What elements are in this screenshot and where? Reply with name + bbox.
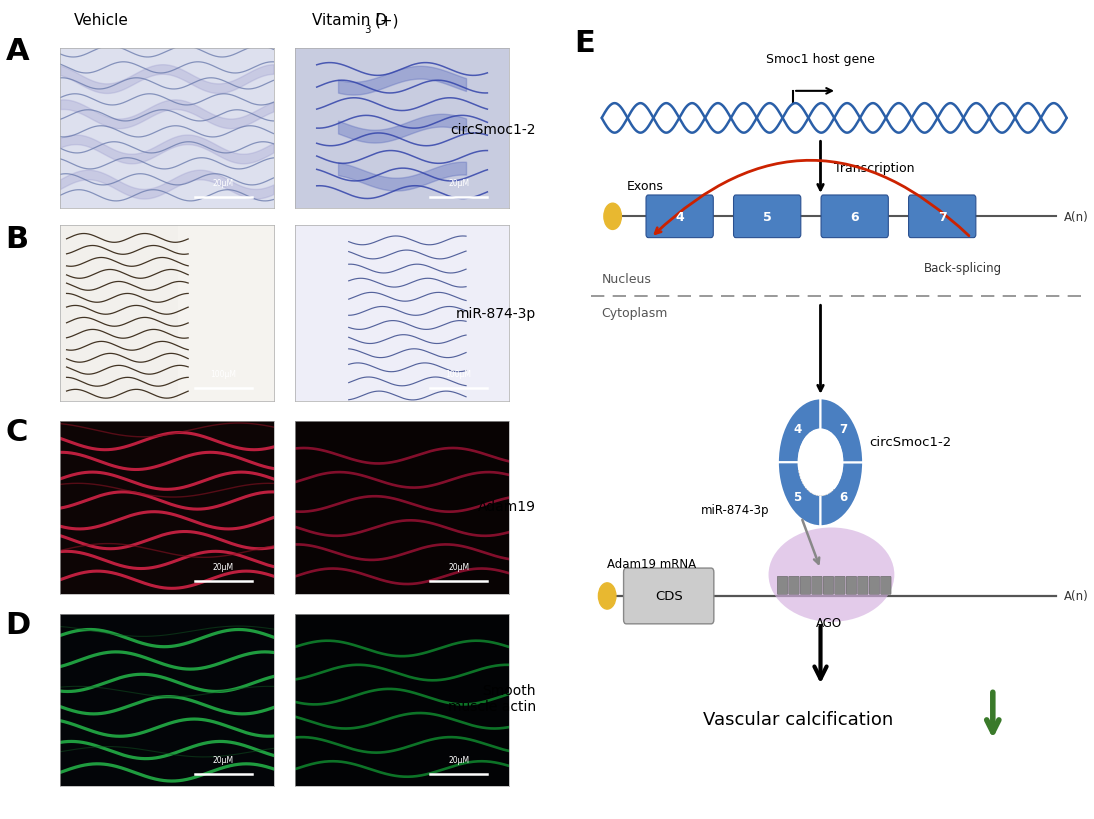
Text: Smoc1 host gene: Smoc1 host gene bbox=[766, 52, 875, 66]
Text: 4: 4 bbox=[793, 422, 802, 435]
Text: 20μM: 20μM bbox=[213, 179, 234, 188]
Text: 3: 3 bbox=[363, 25, 371, 35]
Text: E: E bbox=[574, 29, 595, 57]
Text: Adam19: Adam19 bbox=[478, 499, 536, 514]
Text: (+): (+) bbox=[374, 13, 399, 28]
Ellipse shape bbox=[769, 527, 895, 622]
Text: 7: 7 bbox=[839, 422, 848, 435]
Wedge shape bbox=[778, 399, 820, 463]
Text: 7: 7 bbox=[938, 210, 946, 224]
Text: 20μM: 20μM bbox=[213, 755, 234, 764]
Text: 100μM: 100μM bbox=[210, 369, 236, 378]
Circle shape bbox=[604, 204, 621, 230]
FancyBboxPatch shape bbox=[645, 196, 713, 238]
FancyBboxPatch shape bbox=[869, 577, 880, 595]
FancyBboxPatch shape bbox=[835, 577, 845, 595]
Text: 100μM: 100μM bbox=[445, 369, 472, 378]
FancyBboxPatch shape bbox=[800, 577, 811, 595]
Text: 5: 5 bbox=[763, 210, 771, 224]
Text: circSmoc1-2: circSmoc1-2 bbox=[870, 436, 952, 449]
Text: 5: 5 bbox=[793, 491, 802, 504]
Circle shape bbox=[598, 583, 616, 609]
Wedge shape bbox=[820, 463, 863, 527]
Text: miR-874-3p: miR-874-3p bbox=[701, 504, 770, 517]
FancyBboxPatch shape bbox=[733, 196, 801, 238]
Text: Vitamin D: Vitamin D bbox=[312, 13, 387, 28]
FancyBboxPatch shape bbox=[881, 577, 892, 595]
Text: A(n): A(n) bbox=[1063, 590, 1089, 603]
FancyBboxPatch shape bbox=[812, 577, 823, 595]
FancyBboxPatch shape bbox=[847, 577, 857, 595]
Text: Back-splicing: Back-splicing bbox=[923, 262, 1002, 275]
Wedge shape bbox=[778, 463, 820, 527]
Text: A(n): A(n) bbox=[1063, 210, 1089, 224]
FancyBboxPatch shape bbox=[858, 577, 869, 595]
Text: Vehicle: Vehicle bbox=[73, 13, 129, 28]
Text: Adam19 mRNA: Adam19 mRNA bbox=[607, 557, 696, 570]
Text: C: C bbox=[5, 418, 27, 446]
Text: Cytoplasm: Cytoplasm bbox=[602, 307, 668, 320]
Wedge shape bbox=[820, 399, 863, 463]
FancyBboxPatch shape bbox=[777, 577, 788, 595]
Text: Transcription: Transcription bbox=[834, 161, 915, 174]
FancyBboxPatch shape bbox=[824, 577, 834, 595]
Text: Vascular calcification: Vascular calcification bbox=[703, 710, 894, 728]
FancyBboxPatch shape bbox=[624, 568, 714, 624]
Text: 6: 6 bbox=[850, 210, 859, 224]
Text: 20μM: 20μM bbox=[449, 563, 469, 572]
Text: B: B bbox=[5, 225, 28, 254]
Text: D: D bbox=[5, 610, 31, 639]
Text: circSmoc1-2: circSmoc1-2 bbox=[451, 122, 536, 137]
Text: 20μM: 20μM bbox=[449, 179, 469, 188]
Text: Exons: Exons bbox=[626, 179, 663, 192]
Text: A: A bbox=[5, 37, 30, 66]
Text: 20μM: 20μM bbox=[213, 563, 234, 572]
Text: AGO: AGO bbox=[816, 616, 841, 629]
FancyBboxPatch shape bbox=[789, 577, 799, 595]
Text: Smooth
muscle actin: Smooth muscle actin bbox=[447, 683, 536, 713]
Circle shape bbox=[799, 430, 842, 495]
FancyBboxPatch shape bbox=[820, 196, 888, 238]
Text: 4: 4 bbox=[675, 210, 684, 224]
Text: CDS: CDS bbox=[655, 590, 683, 603]
FancyBboxPatch shape bbox=[908, 196, 976, 238]
Text: 6: 6 bbox=[839, 491, 848, 504]
Text: 20μM: 20μM bbox=[449, 755, 469, 764]
Text: Nucleus: Nucleus bbox=[602, 273, 652, 286]
Text: miR-874-3p: miR-874-3p bbox=[456, 306, 536, 321]
